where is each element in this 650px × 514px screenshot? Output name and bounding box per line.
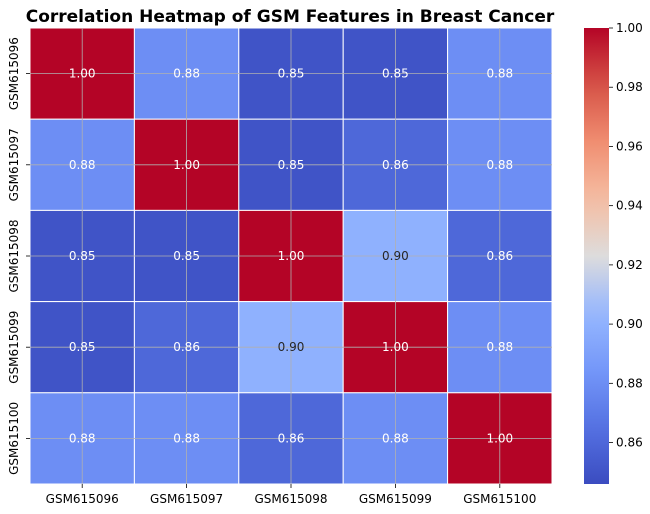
chart-title: Correlation Heatmap of GSM Features in B… <box>26 7 555 27</box>
cell-label-2-4: 0.86 <box>486 249 513 263</box>
cell-label-0-4: 0.88 <box>486 67 513 81</box>
x-tick-label-1: GSM615097 <box>150 492 223 506</box>
y-tick-label-0: GSM615096 <box>7 37 21 110</box>
colorbar-tick-label-3: 0.92 <box>616 258 643 272</box>
cell-label-4-3: 0.88 <box>382 431 409 445</box>
y-tick-label-3: GSM615099 <box>7 311 21 384</box>
colorbar-tick-label-4: 0.94 <box>616 199 643 213</box>
cell-label-0-2: 0.85 <box>278 67 305 81</box>
cell-label-2-3: 0.90 <box>382 249 409 263</box>
cell-label-4-4: 1.00 <box>486 431 513 445</box>
x-axis-ticks: GSM615096 GSM615097 GSM615098 GSM615099 GSM6… <box>46 484 536 506</box>
cell-label-2-1: 0.85 <box>173 249 200 263</box>
x-tick-label-0: GSM615096 <box>46 492 119 506</box>
cell-label-3-1: 0.86 <box>173 340 200 354</box>
y-tick-label-1: GSM615097 <box>7 128 21 201</box>
colorbar: 0.86 0.88 0.90 0.92 0.94 0.96 0.98 1.00 <box>584 21 643 484</box>
cell-label-1-2: 0.85 <box>278 158 305 172</box>
cell-label-1-0: 0.88 <box>69 158 96 172</box>
cell-label-1-4: 0.88 <box>486 158 513 172</box>
colorbar-tick-label-6: 0.98 <box>616 80 643 94</box>
colorbar-tick-label-7: 1.00 <box>616 21 643 35</box>
cell-label-0-0: 1.00 <box>69 67 96 81</box>
heatmap-cell-labels: 1.00 0.88 0.85 0.85 0.88 0.88 1.00 0.85 0.86 0.88… <box>69 67 513 446</box>
cell-label-1-1: 1.00 <box>173 158 200 172</box>
colorbar-tick-label-0: 0.86 <box>616 436 643 450</box>
cell-label-3-4: 0.88 <box>486 340 513 354</box>
cell-label-1-3: 0.86 <box>382 158 409 172</box>
cell-label-3-3: 1.00 <box>382 340 409 354</box>
x-tick-label-4: GSM615100 <box>463 492 536 506</box>
cell-label-4-2: 0.86 <box>278 431 305 445</box>
colorbar-gradient <box>584 28 609 484</box>
y-axis-ticks: GSM615096 GSM615097 GSM615098 GSM615099 GSM6… <box>7 37 30 475</box>
cell-label-4-0: 0.88 <box>69 431 96 445</box>
cell-label-3-2: 0.90 <box>278 340 305 354</box>
colorbar-tick-label-5: 0.96 <box>616 139 643 153</box>
x-tick-label-3: GSM615099 <box>359 492 432 506</box>
y-tick-label-4: GSM615100 <box>7 402 21 475</box>
x-tick-label-2: GSM615098 <box>254 492 327 506</box>
colorbar-tick-label-2: 0.90 <box>616 317 643 331</box>
cell-label-2-2: 1.00 <box>278 249 305 263</box>
heatmap-gridlines <box>30 28 552 484</box>
colorbar-tick-label-1: 0.88 <box>616 376 643 390</box>
cell-label-0-1: 0.88 <box>173 67 200 81</box>
y-tick-label-2: GSM615098 <box>7 219 21 292</box>
cell-label-3-0: 0.85 <box>69 340 96 354</box>
cell-label-0-3: 0.85 <box>382 67 409 81</box>
cell-label-4-1: 0.88 <box>173 431 200 445</box>
cell-label-2-0: 0.85 <box>69 249 96 263</box>
